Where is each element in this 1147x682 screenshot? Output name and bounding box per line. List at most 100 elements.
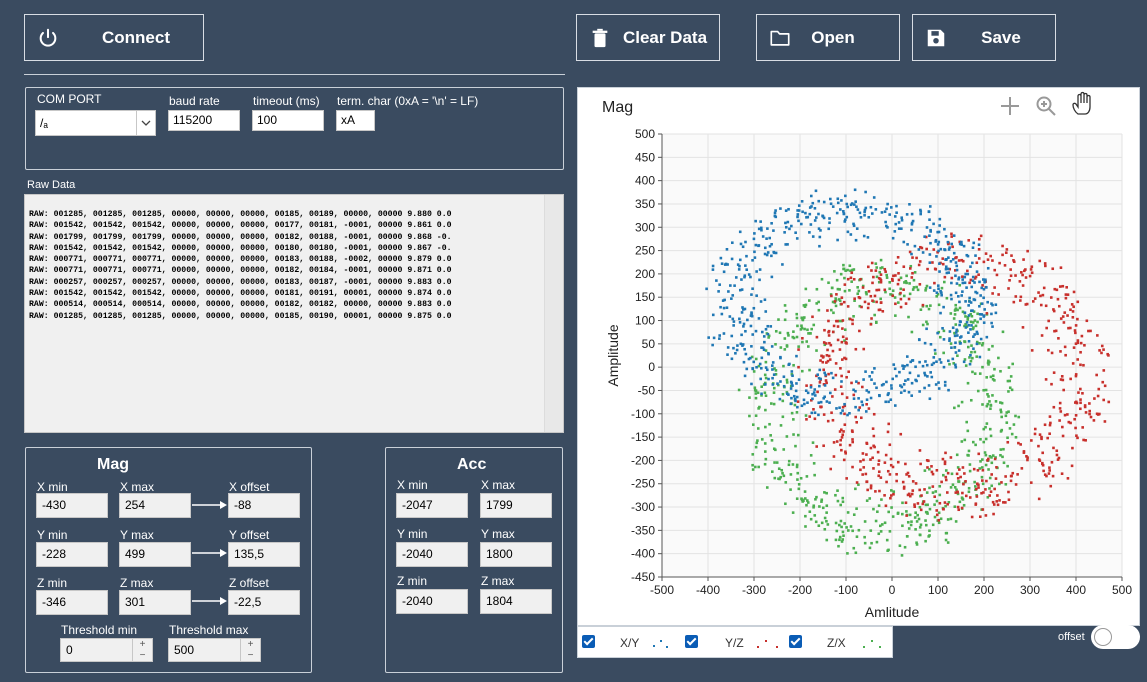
acc-y-max-field[interactable]: 1800 (480, 542, 552, 567)
scatter-point-zx (953, 406, 956, 410)
scatter-point-xy (722, 270, 726, 274)
scatter-point-xy (760, 346, 763, 349)
scatter-point-xy (762, 348, 766, 352)
x-tick-label: 500 (1112, 583, 1132, 597)
chevron-down-icon[interactable] (136, 111, 155, 135)
scatter-point-xy (751, 259, 754, 262)
y-tick-label: 50 (642, 337, 656, 351)
y-tick-label: -150 (631, 430, 655, 444)
mag-scatter-chart[interactable]: Mag-500 -400 -300 -200 -100 0 100 200 300 400 5005… (578, 88, 1139, 625)
threshold-min-spinner[interactable]: 0 + − (60, 638, 153, 662)
acc-x-max-field[interactable]: 1799 (480, 493, 552, 518)
threshold-max-spinner[interactable]: 500 + − (168, 638, 261, 662)
scatter-point-zx (949, 517, 953, 521)
offset-toggle[interactable] (1091, 625, 1140, 649)
plus-icon[interactable]: + (247, 639, 254, 650)
scatter-point-zx (835, 278, 839, 282)
scatter-point-xy (755, 294, 758, 297)
open-button[interactable]: Open (756, 14, 900, 61)
scatter-point-xy (929, 371, 932, 374)
scatter-point-zx (1011, 362, 1015, 366)
scatter-point-zx (960, 440, 964, 443)
scatter-point-zx (774, 329, 778, 333)
scatter-point-yz (858, 296, 862, 300)
plus-icon[interactable]: + (139, 639, 146, 650)
minus-icon[interactable]: − (139, 650, 146, 661)
connect-button[interactable]: Connect (24, 14, 204, 61)
baud-rate-input[interactable]: 115200 (168, 110, 240, 131)
scatter-point-zx (815, 349, 818, 352)
scatter-point-xy (963, 275, 967, 279)
yz-checkbox[interactable] (685, 635, 698, 648)
scatter-point-xy (795, 382, 798, 385)
scatter-point-yz (1041, 462, 1044, 466)
scatter-point-xy (732, 346, 735, 350)
scatter-point-yz (845, 375, 848, 379)
scatter-point-yz (1056, 297, 1060, 301)
clear-data-button[interactable]: Clear Data (576, 14, 720, 61)
scatter-point-zx (820, 500, 823, 503)
mag-z-max-field[interactable]: 301 (119, 590, 191, 615)
scatter-point-yz (1041, 293, 1045, 297)
mag-x-max-field[interactable]: 254 (119, 493, 191, 518)
scatter-point-zx (785, 381, 789, 384)
scatter-point-xy (759, 226, 763, 230)
timeout-input[interactable]: 100 (252, 110, 324, 131)
minus-icon[interactable]: − (247, 650, 254, 661)
scatter-point-xy (726, 353, 729, 356)
scatter-point-yz (905, 473, 908, 476)
scatter-point-xy (757, 244, 761, 247)
scatter-point-zx (799, 476, 803, 480)
scatter-point-yz (822, 341, 826, 344)
raw-data-textarea[interactable]: RAW: 001285, 001285, 001285, 00000, 0000… (24, 194, 564, 433)
scatter-point-zx (775, 461, 779, 464)
save-button[interactable]: Save (912, 14, 1056, 61)
scatter-point-xy (869, 205, 873, 209)
scatter-point-yz (918, 488, 921, 492)
scatter-point-xy (936, 284, 940, 287)
scatter-point-xy (910, 381, 914, 385)
acc-y-min-field[interactable]: -2040 (396, 542, 468, 567)
mag-x-min-field[interactable]: -430 (36, 493, 108, 518)
scatter-point-zx (896, 511, 900, 515)
mag-panel (25, 447, 312, 673)
xy-checkbox[interactable] (582, 635, 595, 648)
scatter-point-yz (840, 296, 844, 299)
mag-y-max-field[interactable]: 499 (119, 542, 191, 567)
scatter-point-zx (891, 515, 895, 518)
mag-z-offset-field[interactable]: -22,5 (228, 590, 300, 615)
scatter-point-xy (917, 248, 921, 251)
scatter-point-xy (819, 377, 822, 381)
scatter-point-xy (953, 345, 957, 349)
mag-z-min-field[interactable]: -346 (36, 590, 108, 615)
scatter-point-zx (889, 293, 892, 296)
acc-z-max-field[interactable]: 1804 (480, 589, 552, 614)
scatter-point-zx (967, 449, 971, 453)
scatter-point-xy (809, 385, 813, 389)
com-port-select[interactable]: /ₐ (35, 110, 156, 136)
mag-y-min-field[interactable]: -228 (36, 542, 108, 567)
threshold-min-stepper[interactable]: + − (132, 639, 152, 661)
mag-x-offset-field[interactable]: -88 (228, 493, 300, 518)
scatter-point-xy (819, 400, 823, 404)
acc-z-min-field[interactable]: -2040 (396, 589, 468, 614)
scatter-point-xy (924, 360, 927, 363)
scatter-point-xy (822, 396, 826, 400)
threshold-max-stepper[interactable]: + − (240, 639, 260, 661)
scatter-point-yz (1082, 438, 1085, 442)
scatter-point-yz (974, 503, 978, 506)
zx-checkbox[interactable] (789, 635, 802, 648)
scatter-point-zx (885, 538, 889, 542)
term-char-input[interactable]: xA (336, 110, 375, 131)
scatter-point-yz (842, 458, 846, 462)
scatter-point-xy (899, 391, 903, 394)
raw-data-scrollbar[interactable] (544, 195, 563, 432)
scatter-point-yz (870, 317, 873, 320)
scatter-point-xy (919, 212, 922, 216)
scatter-point-zx (935, 295, 939, 298)
scatter-point-yz (1061, 378, 1065, 382)
acc-x-min-field[interactable]: -2047 (396, 493, 468, 518)
scatter-point-zx (1009, 375, 1013, 378)
mag-y-offset-field[interactable]: 135,5 (228, 542, 300, 567)
scatter-point-yz (892, 492, 895, 496)
